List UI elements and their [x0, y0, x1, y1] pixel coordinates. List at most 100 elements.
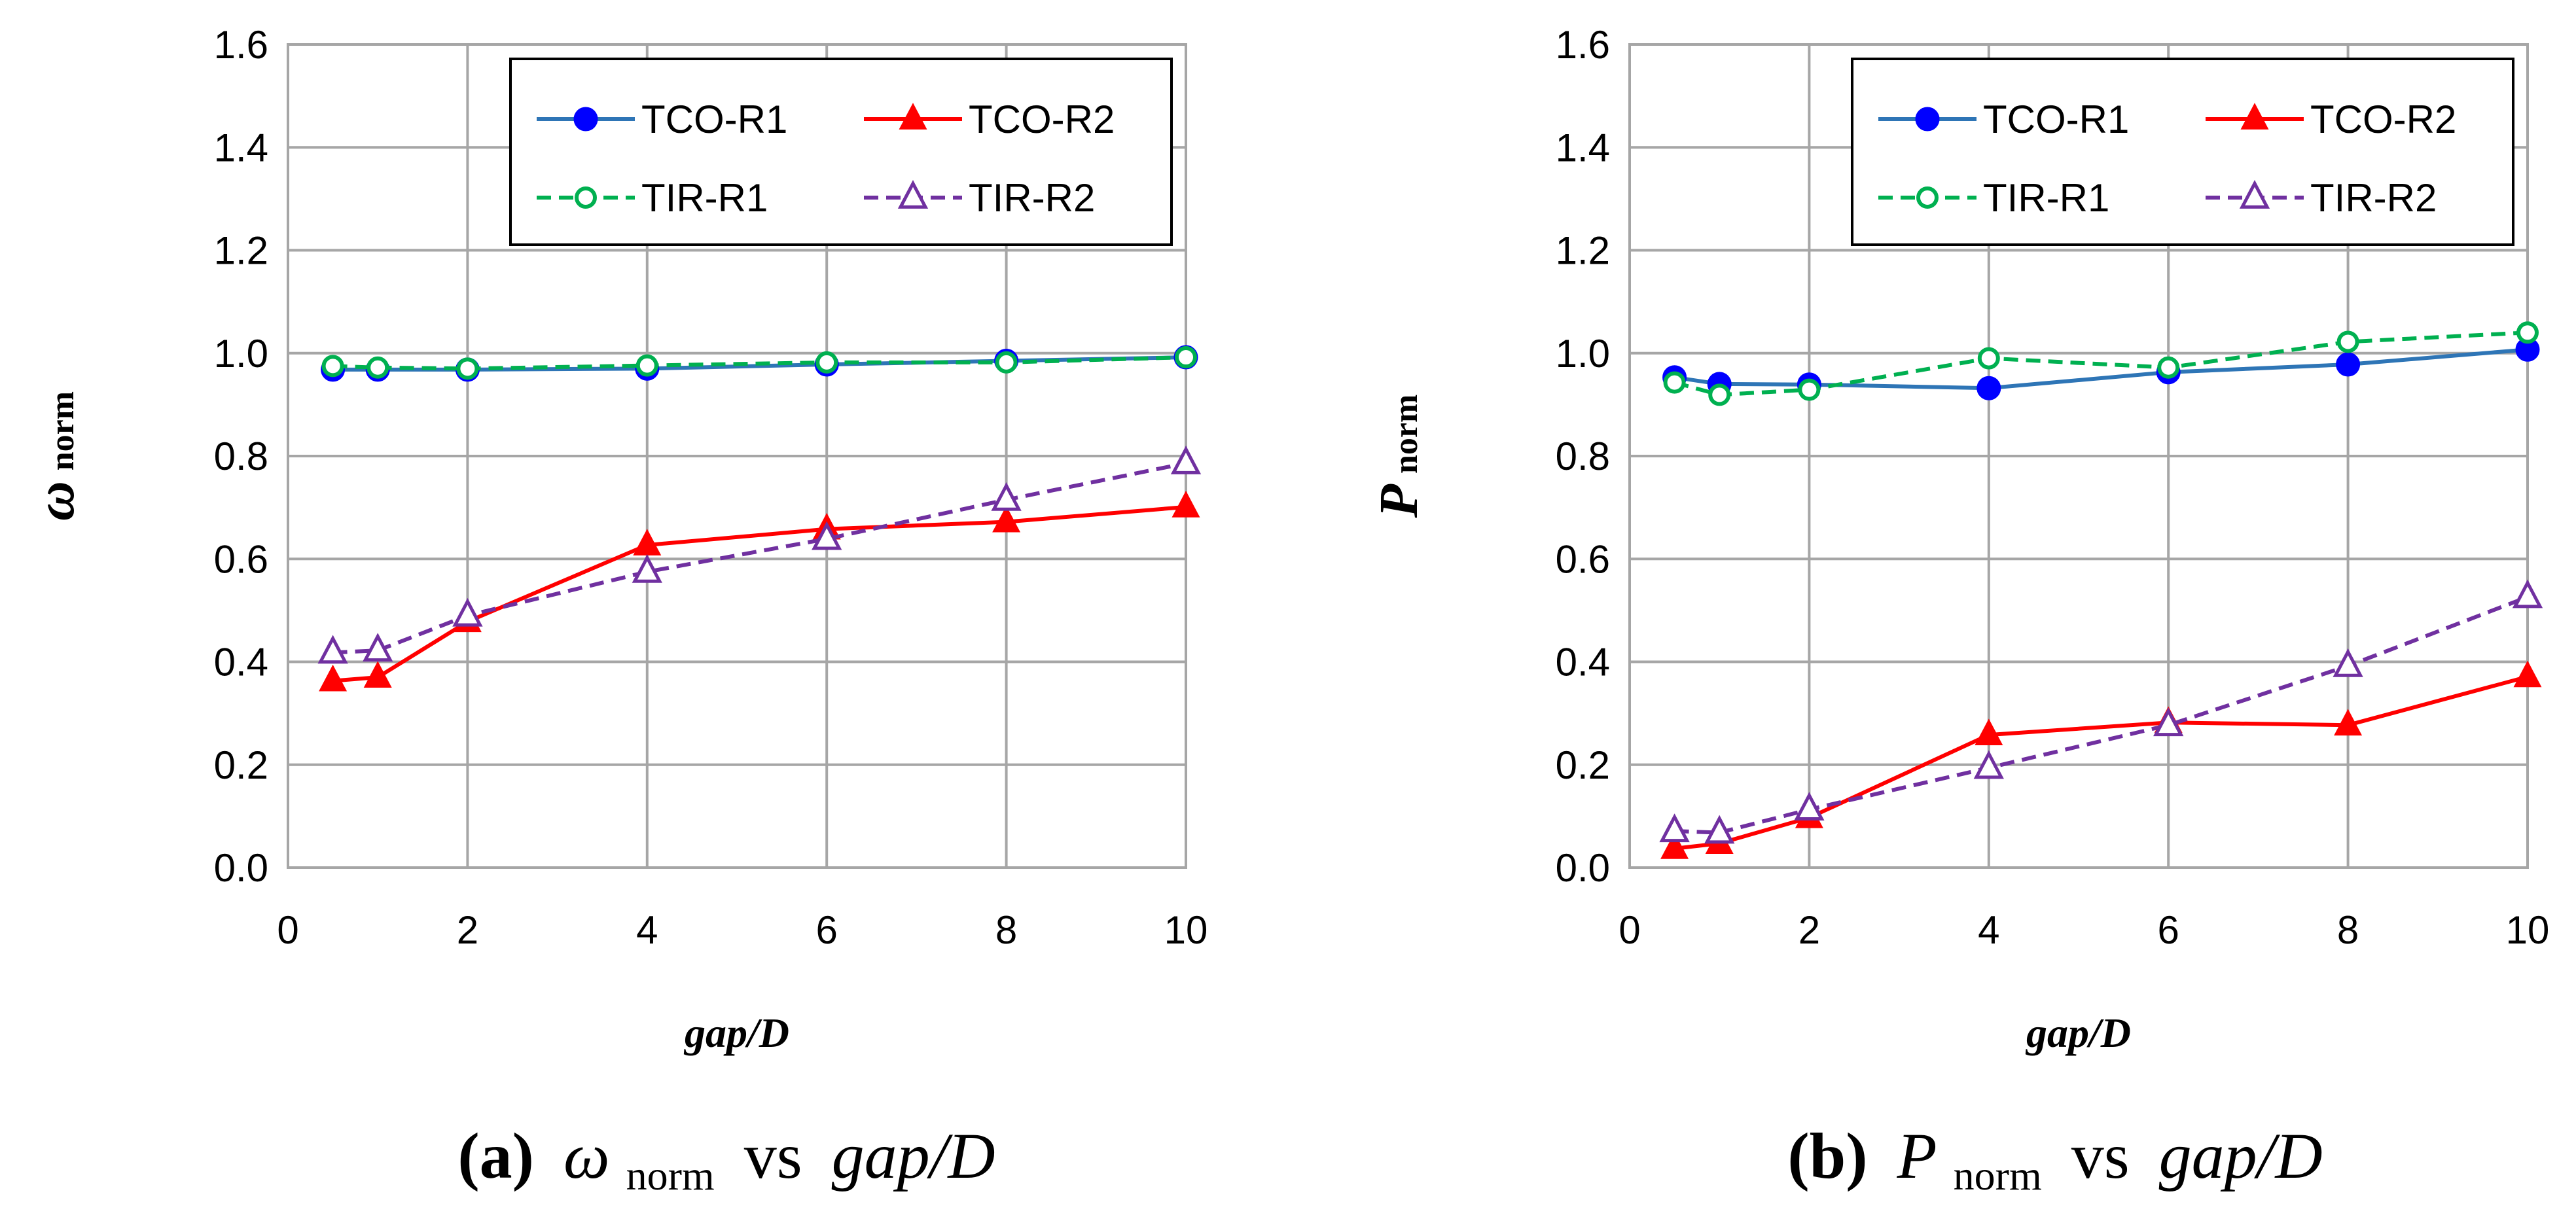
data-point-tco-r2 — [1660, 832, 1689, 859]
chart-panel-a: 0.0 0.2 0.4 0.6 0.8 1.0 1.2 1.4 1.6 0 2 … — [25, 23, 1208, 1204]
data-point-tir-r2 — [991, 482, 1022, 511]
legend-entry-tco-r2: TCO-R2 — [864, 97, 1115, 141]
y-tick-label: 1.4 — [1556, 126, 1610, 169]
x-tick-label: 4 — [636, 908, 658, 952]
legend-label: TIR-R1 — [641, 176, 768, 220]
caption-xvar: gap/D — [2159, 1120, 2323, 1192]
data-point-tco-r1 — [2336, 352, 2361, 377]
data-point-tir-r2 — [1704, 815, 1735, 844]
legend-entry-tco-r1: TCO-R1 — [537, 97, 787, 141]
y-tick-label: 1.6 — [214, 23, 268, 67]
series-tir-r1 — [321, 346, 1197, 380]
y-axis-symbol: P — [1368, 484, 1429, 518]
data-point-tir-r1 — [367, 356, 389, 379]
legend-label: TCO-R1 — [1983, 97, 2129, 141]
series-group-b — [1659, 321, 2543, 859]
x-tick-label: 8 — [2337, 908, 2359, 952]
caption-a: (a) ω norm vs gap/D — [457, 1120, 995, 1204]
y-tick-labels-a: 0.0 0.2 0.4 0.6 0.8 1.0 1.2 1.4 1.6 — [214, 23, 268, 890]
y-tick-label: 0.4 — [214, 641, 268, 684]
legend-marker — [573, 107, 598, 132]
data-point-tir-r2 — [1659, 813, 1690, 843]
data-point-tir-r2 — [812, 521, 842, 550]
data-point-tco-r2 — [2513, 660, 2542, 688]
y-axis-title: P norm — [1368, 395, 1429, 519]
plot-area-b — [1628, 43, 2529, 869]
data-point-tir-r2 — [452, 597, 483, 627]
y-tick-label: 0.0 — [1556, 846, 1610, 890]
data-point-tir-r1 — [2336, 330, 2359, 353]
data-point-tir-r2 — [632, 554, 662, 583]
data-point-tir-r1 — [815, 351, 838, 374]
series-tir-r1 — [1663, 321, 2539, 406]
caption-xvar: gap/D — [832, 1120, 995, 1192]
data-point-tir-r1 — [1977, 347, 2000, 370]
y-axis-subscript: norm — [1387, 395, 1425, 474]
series-line-tir-r2 — [1674, 595, 2529, 835]
data-point-tir-r1 — [1708, 383, 1731, 406]
data-point-tir-r2 — [1794, 792, 1825, 821]
y-tick-label: 1.0 — [1556, 332, 1610, 376]
data-point-tco-r1 — [1977, 376, 2001, 400]
plot-border — [1628, 43, 2529, 869]
x-tick-label: 2 — [457, 908, 478, 952]
y-tick-label: 0.0 — [214, 846, 268, 890]
legend-label: TIR-R2 — [969, 176, 1095, 220]
x-axis-title: gap/D — [683, 1010, 789, 1056]
y-tick-label: 1.0 — [214, 332, 268, 376]
data-point-tir-r2 — [317, 635, 348, 664]
legend-marker — [899, 103, 927, 130]
legend-entry-tir-r2: TIR-R2 — [864, 176, 1095, 220]
series-line-tco-r2 — [332, 504, 1187, 683]
data-point-tir-r1 — [635, 354, 658, 377]
y-tick-label: 1.6 — [1556, 23, 1610, 67]
series-tir-r2 — [317, 446, 1202, 664]
legend-entry-tir-r1: TIR-R1 — [537, 176, 768, 220]
series-group-a — [317, 345, 1202, 692]
chart-panel-b: 0.0 0.2 0.4 0.6 0.8 1.0 1.2 1.4 1.6 0 2 … — [1368, 23, 2549, 1204]
y-tick-label: 1.4 — [214, 126, 268, 169]
y-tick-label: 0.6 — [214, 537, 268, 581]
legend-label: TIR-R1 — [1983, 176, 2109, 220]
data-point-tir-r1 — [456, 357, 479, 380]
data-point-tir-r1 — [2157, 356, 2180, 379]
data-point-tir-r2 — [2333, 648, 2363, 677]
data-point-tir-r1 — [1175, 346, 1197, 369]
legend-a: TCO-R1 TCO-R2 TIR-R1 TIR-R2 — [509, 58, 1173, 246]
x-tick-label: 6 — [2158, 908, 2179, 952]
data-point-tco-r2 — [2334, 709, 2363, 736]
legend-entry-tir-r2: TIR-R2 — [2206, 176, 2437, 220]
legend-marker — [575, 186, 597, 209]
y-tick-label: 1.2 — [214, 229, 268, 273]
series-tir-r2 — [1659, 579, 2543, 844]
x-tick-label: 2 — [1798, 908, 1820, 952]
y-tick-label: 0.8 — [214, 434, 268, 478]
caption-label: (a) — [457, 1120, 534, 1192]
data-point-tir-r1 — [321, 355, 344, 378]
data-point-tir-r2 — [2153, 707, 2184, 737]
legend-marker — [2239, 180, 2270, 209]
legend-marker — [1915, 107, 1940, 132]
data-point-tir-r2 — [1170, 446, 1202, 474]
x-tick-label: 6 — [816, 908, 838, 952]
series-tco-r2 — [1660, 660, 2542, 859]
data-point-tir-r1 — [995, 351, 1018, 374]
data-point-tir-r2 — [1973, 750, 2004, 779]
y-tick-label: 1.2 — [1556, 229, 1610, 273]
x-tick-label: 10 — [1164, 908, 1208, 952]
x-tick-labels-b: 0 2 4 6 8 10 — [1619, 908, 2549, 952]
x-axis-title: gap/D — [2025, 1010, 2131, 1056]
data-point-tco-r2 — [363, 661, 392, 688]
caption-subscript: norm — [626, 1152, 715, 1199]
data-point-tir-r2 — [2512, 579, 2543, 608]
caption-b: (b) P norm vs gap/D — [1787, 1120, 2322, 1204]
caption-vs: vs — [2071, 1120, 2130, 1192]
caption-symbol: P — [1897, 1120, 1937, 1192]
x-tick-label: 10 — [2506, 908, 2550, 952]
caption-label: (b) — [1787, 1120, 1867, 1192]
y-axis-symbol: ω — [25, 481, 86, 521]
legend-b: TCO-R1 TCO-R2 TIR-R1 TIR-R2 — [1851, 58, 2514, 246]
y-tick-label: 0.2 — [1556, 743, 1610, 787]
data-point-tco-r2 — [319, 664, 348, 692]
legend-box — [509, 58, 1173, 246]
